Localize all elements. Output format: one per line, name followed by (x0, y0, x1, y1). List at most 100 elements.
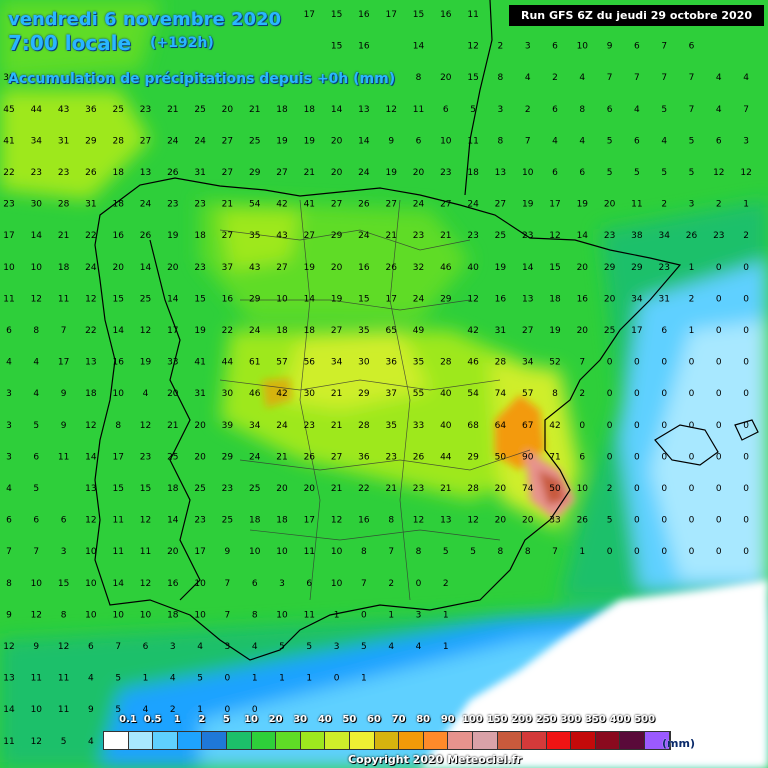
grid-value: 26 (140, 231, 152, 241)
grid-value: 7 (579, 358, 585, 368)
grid-value: 37 (222, 263, 233, 273)
grid-value: 21 (276, 452, 287, 462)
grid-value: 17 (549, 200, 560, 210)
grid-value: 23 (31, 168, 42, 178)
grid-value: 11 (31, 674, 42, 684)
grid-value: 17 (304, 10, 315, 20)
legend-swatch (423, 732, 449, 749)
grid-value: 46 (440, 263, 452, 273)
grid-value: 6 (33, 452, 39, 462)
legend-threshold-label: 1 (173, 714, 181, 725)
grid-value: 31 (58, 136, 69, 146)
grid-value: 21 (249, 105, 260, 115)
grid-value: 20 (276, 484, 288, 494)
grid-value: 3 (6, 452, 12, 462)
grid-value: 19 (577, 200, 589, 210)
grid-value: 68 (467, 421, 479, 431)
grid-value: 2 (661, 200, 667, 210)
grid-value: 16 (358, 516, 370, 526)
grid-value: 11 (58, 674, 69, 684)
grid-value: 13 (495, 168, 506, 178)
grid-value: 12 (140, 516, 151, 526)
grid-value: 6 (143, 642, 149, 652)
grid-value: 6 (33, 516, 39, 526)
grid-value: 0 (661, 547, 667, 557)
grid-value: 22 (3, 168, 14, 178)
grid-value: 24 (358, 168, 370, 178)
grid-value: 13 (440, 516, 451, 526)
grid-value: 6 (443, 105, 449, 115)
grid-value: 0 (334, 674, 340, 684)
grid-value: 6 (634, 136, 640, 146)
grid-value: 24 (467, 200, 479, 210)
heavy-precip-cores (262, 378, 575, 520)
grid-value: 23 (467, 231, 478, 241)
grid-value: 8 (525, 547, 531, 557)
grid-value: 23 (713, 231, 724, 241)
grid-value: 26 (385, 263, 397, 273)
grid-value: 19 (194, 326, 206, 336)
grid-value: 16 (167, 579, 179, 589)
grid-value: 61 (249, 358, 260, 368)
grid-value: 14 (3, 705, 15, 715)
grid-value: 0 (743, 358, 749, 368)
grid-value: 10 (276, 294, 288, 304)
grid-value: 7 (661, 42, 667, 52)
grid-value: 4 (634, 105, 640, 115)
grid-value: 23 (522, 231, 533, 241)
legend-threshold-label: 2 (198, 714, 206, 725)
grid-value: 15 (467, 73, 478, 83)
grid-value: 20 (331, 263, 343, 273)
grid-value: 24 (358, 231, 370, 241)
grid-value: 46 (249, 389, 261, 399)
grid-value: 0 (689, 389, 695, 399)
grid-value: 41 (194, 358, 205, 368)
grid-value: 1 (197, 705, 203, 715)
grid-value: 5 (689, 168, 695, 178)
grid-value: 6 (252, 579, 258, 589)
grid-value: 19 (385, 168, 397, 178)
grid-value: 57 (522, 389, 533, 399)
grid-value: 0 (743, 421, 749, 431)
grid-value: 18 (276, 105, 288, 115)
grid-value: 13 (522, 294, 533, 304)
grid-value: 39 (222, 421, 234, 431)
grid-value: 4 (716, 73, 722, 83)
grid-value: 4 (143, 705, 149, 715)
grid-value: 0 (361, 610, 367, 620)
grid-value: 18 (304, 105, 316, 115)
grid-value: 20 (331, 136, 343, 146)
grid-value: 67 (522, 421, 533, 431)
grid-value: 17 (385, 294, 396, 304)
grid-value: 0 (661, 452, 667, 462)
grid-value: 0 (743, 326, 749, 336)
grid-value: 4 (6, 358, 12, 368)
grid-value: 25 (604, 326, 615, 336)
grid-value: 0 (607, 452, 613, 462)
grid-value: 26 (304, 452, 316, 462)
grid-value: 7 (689, 73, 695, 83)
grid-value: 29 (631, 263, 643, 273)
grid-value: 0 (416, 579, 422, 589)
grid-value: 15 (58, 579, 69, 589)
grid-value: 43 (249, 263, 260, 273)
grid-value: 2 (170, 705, 176, 715)
grid-value: 16 (440, 10, 452, 20)
grid-value: 3 (225, 642, 231, 652)
grid-value: 2 (443, 579, 449, 589)
grid-value: 30 (304, 389, 316, 399)
grid-value: 1 (143, 674, 149, 684)
legend-swatch (325, 732, 350, 749)
grid-value: 12 (467, 42, 478, 52)
grid-value: 41 (3, 136, 14, 146)
grid-value: 7 (225, 610, 231, 620)
grid-value: 15 (549, 263, 560, 273)
grid-value: 1 (306, 674, 312, 684)
grid-value: 5 (607, 168, 613, 178)
grid-value: 4 (252, 642, 258, 652)
grid-value: 43 (276, 231, 287, 241)
grid-value: 5 (197, 674, 203, 684)
grid-value: 10 (31, 705, 43, 715)
grid-value: 44 (440, 452, 452, 462)
grid-value: 2 (388, 579, 394, 589)
